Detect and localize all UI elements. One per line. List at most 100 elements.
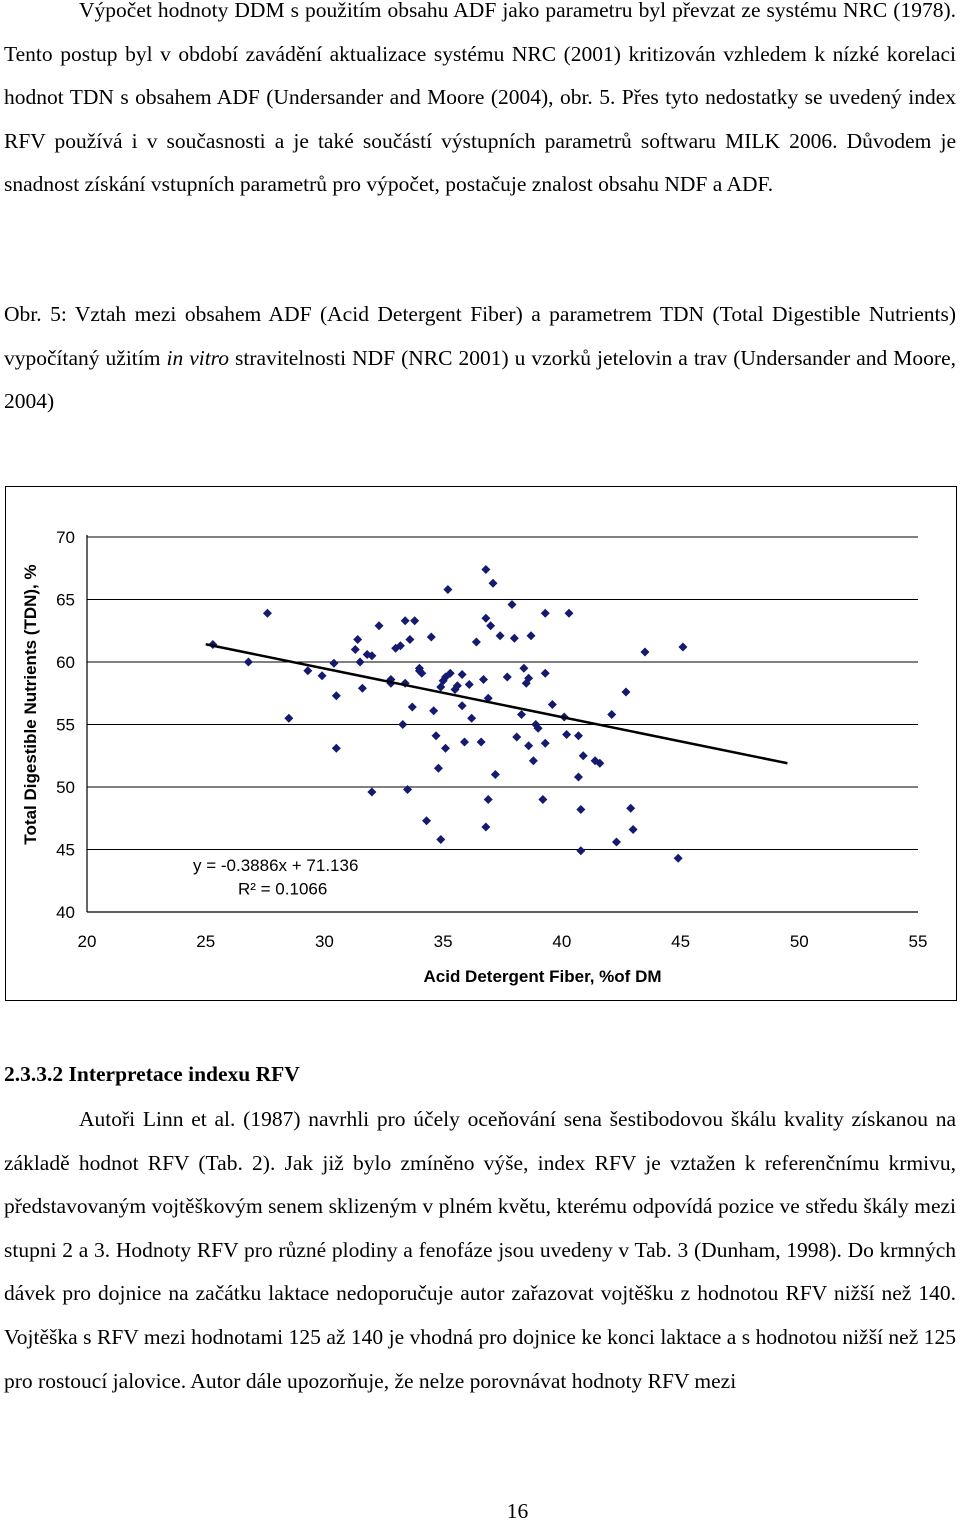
data-point — [441, 743, 451, 753]
scatter-chart: 40 45 50 55 60 65 70 20 25 30 35 40 45 50 55 Acid Deter… — [21, 528, 928, 986]
data-point — [243, 657, 253, 667]
data-point — [507, 600, 517, 609]
intro-paragraph: Výpočet hodnoty DDM s použitím obsahu AD… — [4, 0, 956, 197]
data-point — [331, 691, 341, 701]
data-point — [526, 631, 536, 641]
data-point — [443, 585, 453, 594]
data-point — [457, 701, 467, 711]
trend-line — [205, 643, 788, 765]
data-point — [407, 702, 417, 712]
page-number: 16 — [506, 1499, 529, 1523]
data-point — [481, 565, 491, 574]
data-point — [628, 825, 638, 834]
data-point — [445, 668, 455, 678]
data-point — [429, 706, 439, 716]
data-point — [673, 853, 683, 863]
data-point — [400, 616, 410, 626]
data-point — [573, 772, 583, 782]
data-point — [452, 681, 462, 691]
y-tick-label: 65 — [56, 591, 75, 610]
data-point — [547, 700, 557, 709]
data-point — [367, 651, 377, 661]
data-point — [403, 785, 413, 794]
data-point — [595, 758, 605, 768]
x-tick-label: 30 — [315, 932, 334, 951]
data-point — [464, 680, 474, 689]
data-point — [350, 645, 360, 654]
data-point — [317, 671, 327, 681]
y-tick-label: 55 — [56, 716, 75, 735]
data-point — [479, 675, 489, 684]
data-point — [353, 635, 363, 644]
data-point — [576, 805, 586, 814]
data-point — [357, 683, 367, 693]
data-point — [303, 666, 313, 676]
data-point — [457, 670, 467, 679]
data-point — [519, 663, 529, 673]
data-point — [476, 737, 486, 747]
x-tick-label: 45 — [671, 932, 690, 951]
data-point — [533, 723, 543, 733]
data-point — [331, 743, 341, 753]
data-point — [495, 631, 505, 641]
caption-italic: in vitro — [166, 345, 229, 370]
data-point — [426, 632, 436, 642]
data-point — [502, 672, 512, 682]
data-point — [540, 668, 550, 678]
data-point — [512, 732, 522, 742]
data-point — [509, 633, 519, 643]
data-point — [607, 710, 617, 719]
section-heading: 2.3.3.2 Interpretace indexu RFV — [4, 1062, 300, 1086]
data-point — [367, 787, 377, 797]
data-point — [431, 731, 441, 741]
data-point — [481, 822, 491, 832]
section-paragraph: Autoři Linn et al. (1987) navrhli pro úč… — [4, 1107, 956, 1393]
data-point — [410, 616, 420, 626]
x-tick-label: 50 — [790, 932, 809, 951]
x-tick-label: 25 — [196, 932, 215, 951]
x-tick-label: 35 — [434, 932, 453, 951]
data-point — [436, 835, 446, 844]
y-tick-label: 40 — [56, 903, 75, 922]
y-axis-title: Total Digestible Nutrients (TDN), % — [21, 564, 40, 844]
data-point — [678, 642, 688, 652]
data-point — [528, 756, 538, 766]
r-squared-label: R² = 0.1066 — [238, 880, 327, 899]
data-point — [262, 608, 272, 618]
caption-text-after: stravitelnosti NDF (NRC 2001) u vzorků j… — [4, 345, 956, 414]
data-point — [374, 621, 384, 631]
data-point — [417, 668, 427, 678]
data-point — [562, 730, 572, 739]
figure-box: 40 45 50 55 60 65 70 20 25 30 35 40 45 50 55 Acid Deter… — [5, 486, 957, 1001]
data-point — [573, 731, 583, 741]
data-point — [488, 578, 498, 588]
x-axis-title: Acid Detergent Fiber, %of DM — [423, 967, 661, 986]
data-point — [538, 795, 548, 804]
figure-caption: Obr. 5: Vztah mezi obsahem ADF (Acid Det… — [4, 293, 956, 424]
data-point — [483, 795, 493, 804]
data-point — [471, 637, 481, 647]
data-point — [626, 803, 636, 813]
data-point — [422, 816, 432, 826]
data-point — [578, 751, 588, 761]
data-point — [540, 608, 550, 618]
data-point — [611, 837, 621, 847]
data-point — [640, 647, 650, 657]
data-point — [564, 608, 574, 618]
data-point — [329, 658, 339, 668]
caption-text-before: Obr. 5: Vztah mezi obsahem ADF (Acid Det… — [4, 302, 956, 370]
data-point — [481, 613, 491, 623]
data-point — [395, 641, 405, 651]
data-point — [460, 737, 470, 747]
y-tick-label: 70 — [56, 528, 75, 547]
data-point — [524, 741, 534, 751]
data-point — [355, 657, 365, 667]
data-point — [576, 846, 586, 856]
data-point — [516, 710, 526, 719]
data-point — [398, 720, 408, 729]
regression-equation: y = -0.3886x + 71.136 — [193, 856, 358, 875]
y-tick-label: 45 — [56, 841, 75, 860]
data-point — [524, 673, 534, 683]
data-point — [433, 763, 443, 773]
x-tick-label: 55 — [909, 932, 928, 951]
